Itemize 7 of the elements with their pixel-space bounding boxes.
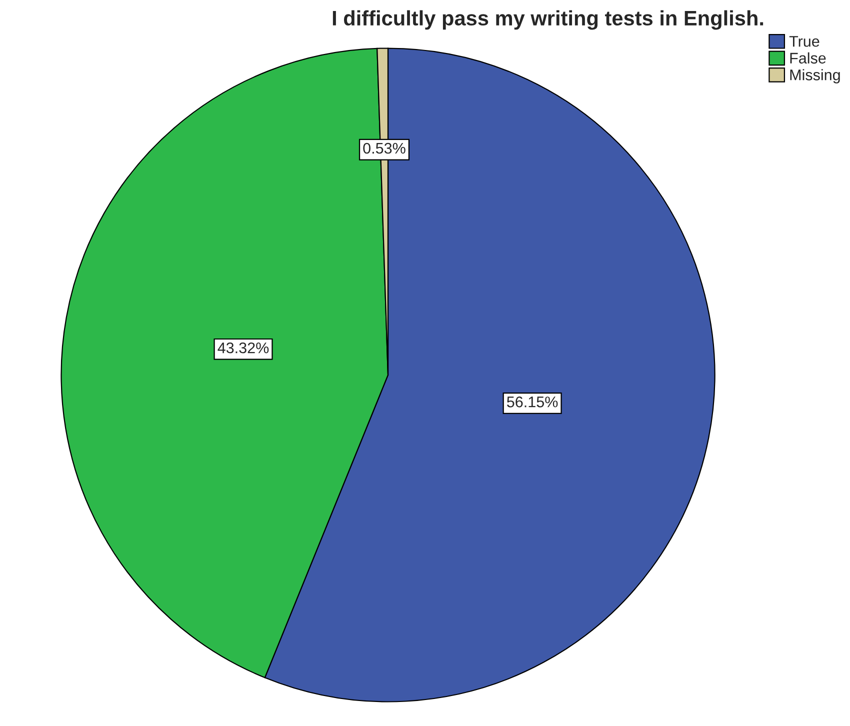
legend-label: Missing (790, 69, 840, 84)
legend-label: False (790, 52, 826, 64)
chart-title: I difficultly pass my writing tests in English. (332, 10, 764, 30)
legend-label: True (789, 36, 820, 47)
data-label: 0.53% (363, 142, 406, 154)
data-label: 56.15% (507, 396, 558, 408)
data-label: 43.32% (218, 342, 269, 354)
